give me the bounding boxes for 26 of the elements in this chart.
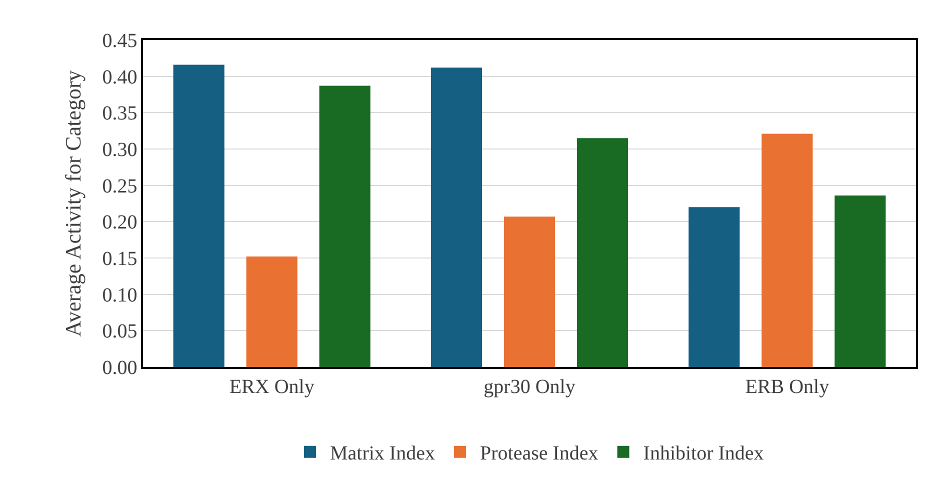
bar xyxy=(430,68,482,367)
bar xyxy=(688,207,740,367)
y-tick-label: 0.00 xyxy=(102,357,138,379)
y-tick-label: 0.40 xyxy=(102,66,138,88)
bar xyxy=(246,256,298,367)
legend-label: Protease Index xyxy=(480,442,598,465)
bar xyxy=(504,216,556,367)
y-tick-label: 0.30 xyxy=(102,139,138,161)
legend-label: Inhibitor Index xyxy=(643,442,764,465)
y-tick-label: 0.35 xyxy=(102,102,138,125)
y-tick-label: 0.05 xyxy=(102,320,138,343)
bar xyxy=(762,134,813,367)
y-tick-label: 0.45 xyxy=(102,30,138,52)
bar xyxy=(173,64,224,367)
bar xyxy=(834,196,886,367)
y-axis-title: Average Activity for Category xyxy=(60,70,86,337)
y-tick-label: 0.20 xyxy=(102,212,138,234)
bar xyxy=(576,138,628,367)
legend-label: Matrix Index xyxy=(330,442,435,465)
y-tick-label: 0.15 xyxy=(102,248,138,270)
x-tick-label: gpr30 Only xyxy=(484,376,576,398)
x-tick-label: ERX Only xyxy=(229,376,314,398)
bar xyxy=(319,86,370,367)
y-tick-label: 0.10 xyxy=(102,284,138,306)
x-tick-label: ERB Only xyxy=(745,376,830,398)
y-tick-label: 0.25 xyxy=(102,175,138,198)
